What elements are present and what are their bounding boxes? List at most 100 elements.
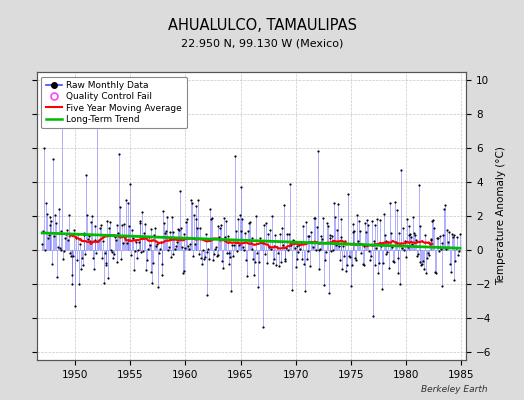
Point <box>69 253 78 259</box>
Point <box>323 220 331 227</box>
Point <box>351 255 359 262</box>
Point <box>41 247 49 253</box>
Point <box>392 206 401 213</box>
Point <box>299 223 307 229</box>
Point <box>115 151 124 157</box>
Point <box>341 238 350 244</box>
Point <box>212 252 221 259</box>
Point <box>312 224 321 230</box>
Point <box>208 215 216 221</box>
Point <box>440 206 449 212</box>
Point <box>118 222 126 228</box>
Point <box>46 214 54 220</box>
Point <box>225 260 234 267</box>
Point <box>58 112 67 118</box>
Point <box>434 234 442 241</box>
Point <box>90 237 99 243</box>
Point <box>298 256 306 263</box>
Point <box>107 247 115 253</box>
Point <box>67 252 75 259</box>
Point <box>373 216 381 222</box>
Point <box>427 236 435 242</box>
Point <box>452 245 461 251</box>
Point <box>148 280 157 286</box>
Point <box>267 246 275 252</box>
Point <box>446 269 455 275</box>
Point <box>423 250 432 257</box>
Point <box>368 313 377 319</box>
Point <box>443 227 451 233</box>
Point <box>433 235 441 242</box>
Point <box>423 254 431 261</box>
Point <box>278 224 286 231</box>
Point <box>205 256 213 262</box>
Point <box>210 250 218 257</box>
Point <box>237 228 246 234</box>
Point <box>136 220 145 226</box>
Point <box>82 172 91 178</box>
Point <box>345 253 353 259</box>
Point <box>349 221 357 227</box>
Point <box>369 238 378 244</box>
Point <box>194 197 202 204</box>
Point <box>128 227 136 233</box>
Point <box>152 243 160 250</box>
Point <box>229 253 237 259</box>
Point <box>445 229 453 236</box>
Point <box>156 246 164 252</box>
Point <box>112 259 121 266</box>
Point <box>184 243 192 249</box>
Point <box>181 245 190 252</box>
Point <box>110 251 118 257</box>
Point <box>99 238 107 244</box>
Point <box>176 188 184 194</box>
Point <box>335 257 344 264</box>
Point <box>97 255 106 262</box>
Point <box>402 216 411 222</box>
Point <box>214 223 223 230</box>
Point <box>287 242 295 249</box>
Point <box>451 258 460 264</box>
Point <box>157 238 165 245</box>
Point <box>68 272 77 278</box>
Point <box>129 235 137 241</box>
Point <box>51 212 59 218</box>
Point <box>123 200 132 207</box>
Point <box>233 248 241 254</box>
Point <box>320 282 328 288</box>
Point <box>391 239 400 246</box>
Point <box>57 228 66 234</box>
Text: Berkeley Earth: Berkeley Earth <box>421 385 487 394</box>
Point <box>302 256 311 262</box>
Point <box>89 254 97 261</box>
Point <box>427 236 435 243</box>
Point <box>167 254 175 260</box>
Point <box>199 247 207 254</box>
Point <box>46 222 54 229</box>
Point <box>380 232 389 238</box>
Point <box>153 240 161 247</box>
Text: 22.950 N, 99.130 W (Mexico): 22.950 N, 99.130 W (Mexico) <box>181 38 343 48</box>
Point <box>328 233 336 240</box>
Point <box>222 218 230 224</box>
Point <box>72 235 80 241</box>
Point <box>279 202 288 208</box>
Point <box>73 257 81 263</box>
Point <box>113 222 122 229</box>
Point <box>134 238 143 245</box>
Point <box>135 217 144 224</box>
Point <box>301 288 309 295</box>
Point <box>242 257 250 263</box>
Point <box>419 257 428 264</box>
Point <box>337 216 346 222</box>
Point <box>53 244 62 250</box>
Point <box>388 244 396 250</box>
Point <box>236 184 245 190</box>
Point <box>86 237 94 244</box>
Point <box>405 223 413 229</box>
Point <box>297 239 305 245</box>
Point <box>202 249 211 255</box>
Point <box>339 243 347 249</box>
Point <box>438 282 446 289</box>
Point <box>219 265 227 272</box>
